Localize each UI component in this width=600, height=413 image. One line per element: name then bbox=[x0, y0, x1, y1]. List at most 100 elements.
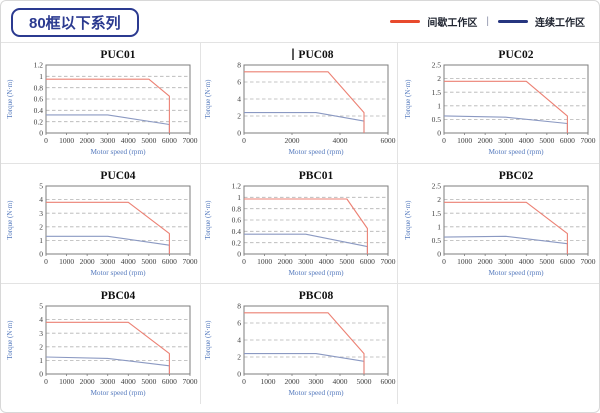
y-tick-label: 2 bbox=[437, 195, 441, 204]
y-tick-label: 4 bbox=[39, 195, 43, 204]
x-tick-label: 0 bbox=[44, 136, 48, 145]
chart-PUC01: 0 0.2 0.4 0.6 0.8 1 1.2 0 1000 2000 3000 4000 5000 60… bbox=[6, 49, 198, 156]
y-tick-label: 3 bbox=[39, 209, 43, 218]
y-tick-label: 1.5 bbox=[431, 88, 441, 97]
x-tick-label: 5000 bbox=[539, 257, 554, 266]
chart-PBC04: 0 1 2 3 4 5 0 1000 2000 3000 4000 5000 6000 7000 PBC04… bbox=[6, 290, 198, 397]
plot-border bbox=[443, 185, 588, 255]
y-axis-label: Torque (N·m) bbox=[404, 200, 412, 240]
legend-swatch-intermittent bbox=[390, 20, 421, 23]
x-tick-label: 1000 bbox=[257, 257, 272, 266]
x-tick-label: 0 bbox=[242, 136, 246, 145]
series-title: 80框以下系列 bbox=[29, 15, 121, 32]
x-tick-label: 2000 bbox=[79, 257, 94, 266]
y-tick-label: 6 bbox=[237, 319, 241, 328]
y-tick-label: 0.2 bbox=[232, 238, 242, 247]
chart-PBC08: 0 2 4 6 8 0 1000 2000 3000 4000 5000 6000 PBC08 Motor… bbox=[204, 290, 396, 397]
x-tick-label: 6000 bbox=[559, 257, 574, 266]
legend-label-continuous: 连续工作区 bbox=[535, 18, 585, 29]
x-tick-label: 1000 bbox=[457, 257, 472, 266]
x-tick-label: 7000 bbox=[381, 257, 396, 266]
x-axis-label: Motor speed (rpm) bbox=[90, 147, 146, 156]
y-tick-label: 0 bbox=[39, 129, 43, 138]
plot-border bbox=[45, 185, 190, 255]
x-tick-label: 1000 bbox=[59, 257, 74, 266]
chart-cell-PBC08: 0 2 4 6 8 0 1000 2000 3000 4000 5000 6000 PBC08 Motor… bbox=[201, 284, 398, 404]
x-tick-label: 7000 bbox=[580, 257, 595, 266]
y-tick-label: 0.6 bbox=[232, 216, 242, 225]
series-line-continuous bbox=[45, 235, 170, 254]
x-tick-label: 3000 bbox=[100, 377, 115, 386]
x-tick-label: 2000 bbox=[477, 257, 492, 266]
x-tick-label: 4000 bbox=[518, 257, 533, 266]
series-title-box: 80框以下系列 bbox=[11, 8, 139, 37]
series-line-continuous bbox=[45, 114, 170, 133]
y-tick-label: 0 bbox=[437, 129, 441, 138]
y-tick-label: 8 bbox=[237, 302, 241, 311]
series-line-continuous bbox=[443, 235, 568, 254]
x-tick-label: 5000 bbox=[357, 377, 372, 386]
x-tick-label: 0 bbox=[44, 377, 48, 386]
x-tick-label: 6000 bbox=[381, 377, 396, 386]
x-tick-label: 5000 bbox=[141, 377, 156, 386]
chart-title: PBC01 bbox=[299, 170, 334, 182]
y-tick-label: 0 bbox=[39, 250, 43, 259]
y-tick-label: 4 bbox=[237, 336, 241, 345]
x-tick-label: 3000 bbox=[498, 257, 513, 266]
y-tick-label: 0.2 bbox=[33, 117, 43, 126]
chart-title: PBC08 bbox=[299, 290, 334, 302]
x-tick-label: 6000 bbox=[161, 377, 176, 386]
y-tick-label: 8 bbox=[237, 61, 241, 70]
plot-border bbox=[443, 64, 588, 134]
chart-PUC02: 0 0.5 1 1.5 2 2.5 0 1000 2000 3000 4000 5000 6000 700… bbox=[404, 49, 596, 156]
series-line-intermittent bbox=[244, 198, 368, 254]
y-axis-label: Torque (N·m) bbox=[6, 79, 14, 119]
x-tick-label: 6000 bbox=[559, 136, 574, 145]
y-tick-label: 1.5 bbox=[431, 209, 441, 218]
y-tick-label: 0.4 bbox=[33, 106, 43, 115]
x-tick-label: 1000 bbox=[59, 377, 74, 386]
x-tick-label: 4000 bbox=[120, 136, 135, 145]
x-tick-label: 7000 bbox=[580, 136, 595, 145]
header: 80框以下系列 间歇工作区 | 连续工作区 bbox=[1, 1, 599, 42]
y-tick-label: 1.2 bbox=[232, 182, 242, 191]
series-line-continuous bbox=[244, 233, 368, 254]
y-tick-label: 2 bbox=[39, 222, 43, 231]
y-tick-label: 0 bbox=[39, 370, 43, 379]
chart-title: PUC02 bbox=[498, 49, 533, 61]
x-tick-label: 6000 bbox=[381, 136, 396, 145]
y-tick-label: 2 bbox=[39, 342, 43, 351]
chart-title: PUC04 bbox=[100, 170, 135, 182]
x-axis-label: Motor speed (rpm) bbox=[288, 147, 344, 156]
chart-cell-PUC04: 0 1 2 3 4 5 0 1000 2000 3000 4000 5000 6000 7000 PUC04… bbox=[1, 164, 201, 284]
x-tick-label: 6000 bbox=[161, 257, 176, 266]
x-tick-label: 0 bbox=[44, 257, 48, 266]
x-tick-label: 2000 bbox=[285, 136, 300, 145]
y-tick-label: 1 bbox=[39, 356, 43, 365]
x-tick-label: 6000 bbox=[360, 257, 375, 266]
chart-cell-PUC08: 0 2 4 6 8 0 2000 4000 6000 PUC08 Motor speed (rpm)… bbox=[201, 43, 398, 164]
x-tick-label: 7000 bbox=[182, 377, 197, 386]
x-tick-label: 1000 bbox=[457, 136, 472, 145]
x-axis-label: Motor speed (rpm) bbox=[90, 388, 146, 397]
series-line-intermittent bbox=[45, 78, 170, 133]
x-tick-label: 4000 bbox=[518, 136, 533, 145]
legend-swatch-continuous bbox=[498, 20, 528, 23]
y-tick-label: 2.5 bbox=[431, 182, 441, 191]
plot-border bbox=[45, 64, 190, 134]
x-tick-label: 5000 bbox=[539, 136, 554, 145]
y-tick-label: 0.5 bbox=[431, 115, 441, 124]
y-tick-label: 4 bbox=[237, 95, 241, 104]
x-tick-label: 4000 bbox=[120, 377, 135, 386]
y-tick-label: 0.4 bbox=[232, 227, 242, 236]
y-axis-label: Torque (N·m) bbox=[404, 79, 412, 119]
empty-cell bbox=[398, 284, 599, 404]
y-tick-label: 0.5 bbox=[431, 236, 441, 245]
legend-label-intermittent: 间歇工作区 bbox=[427, 18, 478, 29]
y-tick-label: 5 bbox=[39, 302, 43, 311]
plot-border bbox=[243, 185, 389, 255]
chart-PUC08: 0 2 4 6 8 0 2000 4000 6000 PUC08 Motor speed (rpm)… bbox=[204, 48, 396, 156]
x-axis-label: Motor speed (rpm) bbox=[288, 388, 344, 397]
x-tick-label: 3000 bbox=[100, 136, 115, 145]
y-tick-label: 1 bbox=[437, 222, 441, 231]
